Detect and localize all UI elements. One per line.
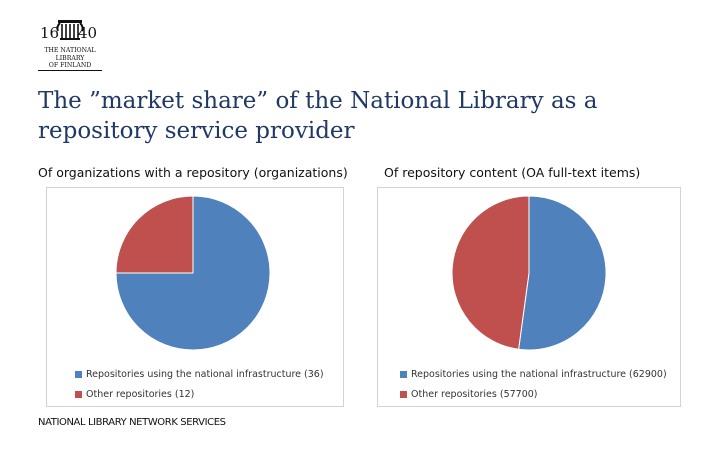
logo-line: LIBRARY bbox=[55, 54, 85, 62]
chart-2-legend: Repositories using the national infrastr… bbox=[400, 364, 667, 404]
legend-label: Other repositories (57700) bbox=[411, 388, 538, 400]
chart-1-legend: Repositories using the national infrastr… bbox=[75, 364, 324, 404]
chart-1-pie bbox=[115, 195, 271, 351]
slide-footer: NATIONAL LIBRARY NETWORK SERVICES bbox=[38, 417, 226, 428]
slide-title: The ”market share” of the National Libra… bbox=[38, 86, 678, 146]
national-library-logo: 16 40 THE NATIONAL LIBRARY OF FINLAND bbox=[38, 18, 102, 74]
pie-slice-other-repositories bbox=[451, 195, 530, 350]
legend-item: Repositories using the national infrastr… bbox=[400, 364, 667, 384]
logo-year-right: 40 bbox=[78, 24, 98, 42]
logo-line: OF FINLAND bbox=[38, 62, 102, 71]
pie-slice-national-infrastructure bbox=[518, 195, 607, 351]
logo-line: THE NATIONAL bbox=[44, 47, 96, 54]
legend-label: Other repositories (12) bbox=[86, 388, 195, 400]
title-line-2: repository service provider bbox=[38, 118, 355, 144]
pie-slice-other-repositories bbox=[115, 195, 194, 274]
legend-swatch-red bbox=[400, 390, 407, 398]
legend-item: Other repositories (12) bbox=[75, 384, 324, 404]
legend-label: Repositories using the national infrastr… bbox=[86, 368, 324, 380]
legend-label: Repositories using the national infrastr… bbox=[411, 368, 667, 380]
chart-1-title: Of organizations with a repository (orga… bbox=[38, 165, 348, 180]
chart-2-panel: Repositories using the national infrastr… bbox=[377, 187, 681, 407]
logo-text: THE NATIONAL LIBRARY OF FINLAND bbox=[38, 47, 102, 71]
chart-1-panel: Repositories using the national infrastr… bbox=[46, 187, 344, 407]
pie-slice-national-infrastructure bbox=[115, 195, 271, 351]
chart-2-title: Of repository content (OA full-text item… bbox=[384, 165, 641, 180]
legend-item: Repositories using the national infrastr… bbox=[75, 364, 324, 384]
legend-item: Other repositories (57700) bbox=[400, 384, 667, 404]
legend-swatch-red bbox=[75, 390, 82, 398]
chart-2-pie bbox=[451, 195, 607, 351]
legend-swatch-blue bbox=[75, 370, 82, 378]
column-capital-icon bbox=[38, 18, 102, 42]
title-line-1: The ”market share” of the National Libra… bbox=[38, 88, 598, 114]
legend-swatch-blue bbox=[400, 370, 407, 378]
logo-year-left: 16 bbox=[40, 24, 60, 42]
